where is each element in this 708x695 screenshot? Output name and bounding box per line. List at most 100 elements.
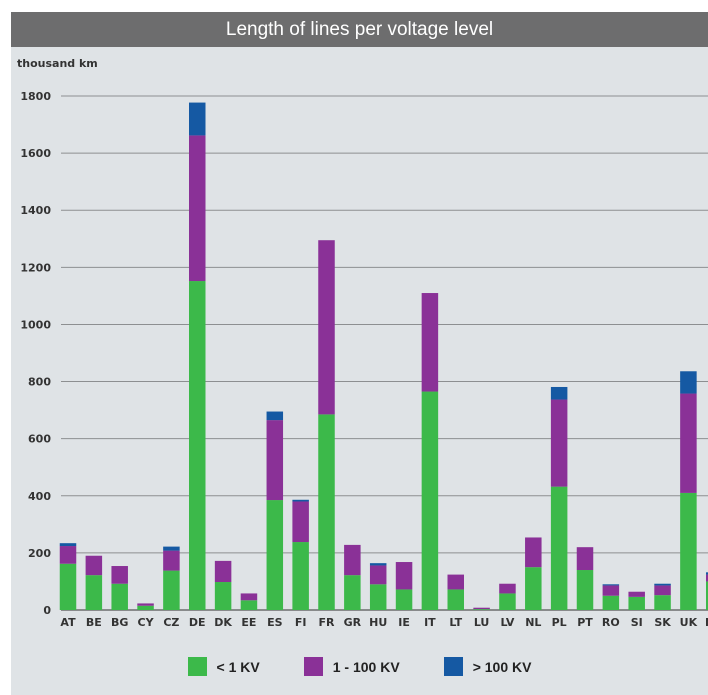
legend-item-lt1kv: < 1 KV [187, 657, 260, 676]
x-tick-label: UK [680, 616, 698, 629]
x-tick-label: LV [500, 616, 514, 629]
bar-segment [654, 595, 671, 610]
x-tick-label: AT [60, 616, 76, 629]
y-tick-label: 600 [28, 433, 51, 446]
y-tick-label: 1600 [20, 147, 51, 160]
bar-segment [602, 595, 620, 610]
bar-segment [602, 584, 620, 586]
bar-segment [189, 135, 206, 282]
legend-swatch [443, 657, 463, 676]
legend-item-gt100kv: > 100 KV [443, 657, 532, 676]
y-tick-label: 1000 [20, 318, 51, 331]
bar-segment [240, 593, 258, 601]
y-tick-label: 1800 [20, 90, 51, 103]
x-tick-label: SK [654, 616, 671, 629]
bar-segment [525, 567, 542, 610]
bar-segment [318, 240, 335, 415]
bar-segment [318, 414, 335, 610]
bar-segment [369, 565, 387, 585]
bar-segment [421, 293, 439, 392]
x-tick-label: DE [189, 616, 206, 629]
bar-segment [137, 603, 154, 606]
bar-segment [292, 501, 309, 543]
x-tick-label: IT [424, 616, 436, 629]
x-tick-label: SI [631, 616, 643, 629]
x-tick-label: CZ [163, 616, 179, 629]
bar-segment [369, 563, 387, 566]
bar-segment [163, 570, 180, 610]
x-tick-label: IE [398, 616, 410, 629]
x-tick-label: RO [602, 616, 620, 629]
bar-segment [85, 575, 103, 610]
legend-swatch [303, 657, 323, 676]
bar-segment [163, 546, 180, 551]
bar-segment [576, 570, 594, 610]
bar-segment [499, 593, 516, 610]
x-tick-label: LU [474, 616, 490, 629]
x-tick-label: HU [369, 616, 387, 629]
bar-segment [344, 544, 361, 576]
x-tick-label: CY [138, 616, 155, 629]
x-tick-label: NL [525, 616, 541, 629]
bar-segment [550, 386, 568, 400]
y-axis-unit-label: thousand km [17, 57, 98, 70]
x-tick-label: DK [214, 616, 232, 629]
bar-segment [214, 582, 232, 610]
bar-segment [59, 563, 77, 610]
x-tick-label: PT [577, 616, 593, 629]
y-tick-label: 400 [28, 490, 51, 503]
y-tick-label: 1200 [20, 261, 51, 274]
bar-segment [706, 572, 708, 575]
y-tick-label: 200 [28, 547, 51, 560]
bar-segment [628, 591, 645, 597]
bar-segment [85, 555, 103, 576]
legend-label: 1 - 100 KV [332, 658, 400, 675]
bar-segment [473, 607, 490, 610]
bar-segment [395, 589, 413, 610]
x-tick-label: PL [552, 616, 567, 629]
bar-segment [447, 574, 464, 590]
y-tick-label: 800 [28, 376, 51, 389]
bar-segment [706, 581, 708, 610]
bar-segment [680, 492, 697, 610]
bar-segment [163, 550, 180, 571]
bar-segment [369, 584, 387, 610]
legend-swatch [187, 657, 207, 676]
bar-segment [266, 411, 284, 421]
bar-segment [447, 589, 464, 610]
x-tick-label: GR [344, 616, 362, 629]
x-tick-label: FI [295, 616, 307, 629]
bar-segment [266, 420, 284, 501]
bar-segment [706, 574, 708, 582]
x-tick-label: NO [705, 616, 708, 629]
x-tick-label: LT [449, 616, 462, 629]
legend-item-1to100kv: 1 - 100 KV [303, 657, 400, 676]
bar-segment [189, 281, 206, 610]
chart-title: Length of lines per voltage level [11, 12, 708, 47]
bar-segment [292, 499, 309, 502]
bar-segment [680, 371, 697, 394]
bar-segment [111, 566, 128, 584]
x-tick-label: EE [241, 616, 256, 629]
legend-label: > 100 KV [472, 658, 532, 675]
bar-segment [654, 583, 671, 586]
legend-label: < 1 KV [216, 658, 260, 675]
legend: < 1 KV 1 - 100 KV > 100 KV [11, 657, 708, 676]
bar-segment [499, 583, 516, 594]
bar-segment [189, 102, 206, 136]
bar-segment [344, 575, 361, 610]
bar-segment [421, 391, 439, 610]
bar-segment [59, 546, 77, 564]
bar-segment [680, 393, 697, 493]
bar-segment [550, 399, 568, 487]
x-tick-label: BE [86, 616, 102, 629]
x-tick-label: ES [267, 616, 283, 629]
bar-segment [628, 596, 645, 610]
chart-frame: Length of lines per voltage level thousa… [11, 12, 708, 695]
bar-segment [266, 500, 284, 610]
bar-segment [576, 547, 594, 571]
x-tick-label: BG [111, 616, 128, 629]
bar-segment [292, 542, 309, 610]
bar-segment [137, 605, 154, 610]
bar-segment [111, 583, 128, 610]
